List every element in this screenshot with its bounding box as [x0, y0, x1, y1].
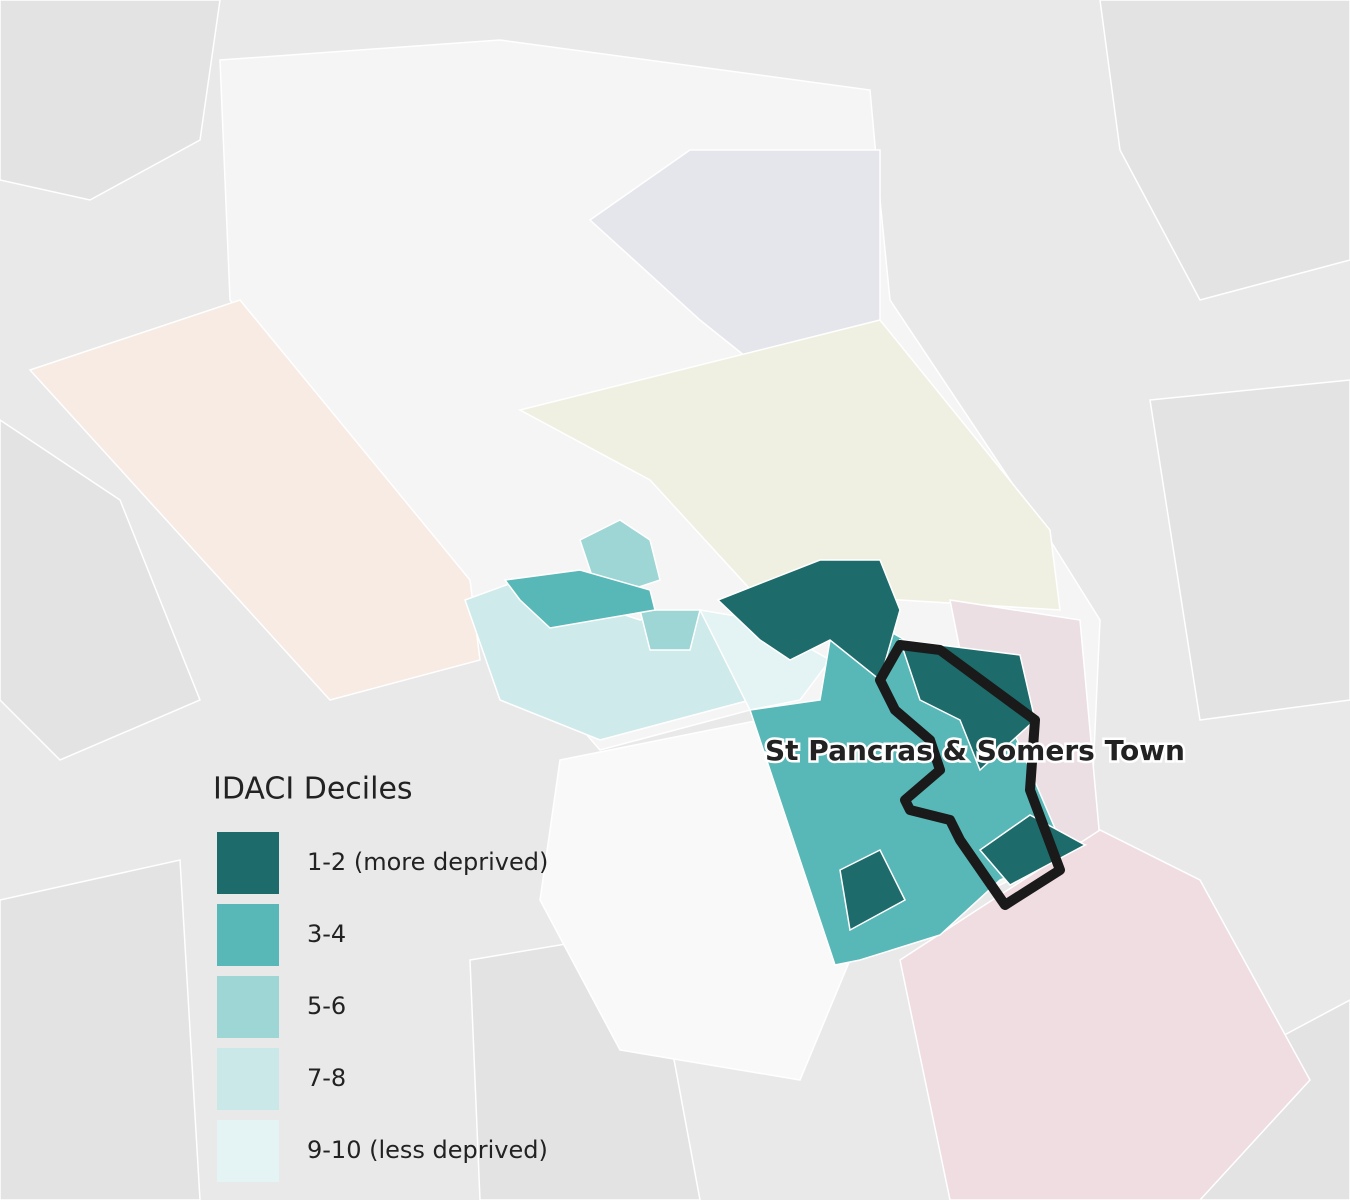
area-1-2	[978, 814, 1087, 886]
legend-label: 5-6	[307, 992, 346, 1020]
tinted-area	[899, 829, 1311, 1200]
legend-swatch	[217, 1120, 279, 1182]
legend-label: 7-8	[307, 1064, 346, 1092]
legend-swatch	[217, 832, 279, 894]
area-5-6	[639, 609, 701, 651]
legend: 1-2 (more deprived) 3-4 5-6 7-8 9-10 (less d…	[217, 832, 548, 1182]
legend-label: 3-4	[307, 920, 346, 948]
legend-title: IDACI Deciles	[213, 772, 413, 807]
area-3-4	[503, 569, 656, 629]
legend-swatch	[217, 976, 279, 1038]
ward-label: St Pancras & Somers Town	[765, 734, 1185, 767]
legend-label: 1-2 (more deprived)	[307, 848, 548, 876]
legend-swatch	[217, 1048, 279, 1110]
legend-label: 9-10 (less deprived)	[307, 1136, 548, 1164]
ward-outline	[875, 640, 1065, 910]
area-1-2	[839, 848, 906, 932]
legend-swatch	[217, 904, 279, 966]
area-1-2	[898, 639, 1036, 772]
